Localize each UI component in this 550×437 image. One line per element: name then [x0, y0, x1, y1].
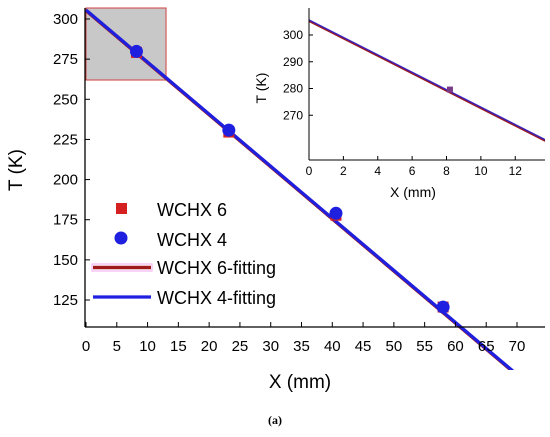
- x-tick-label: 70: [509, 338, 526, 355]
- inset-x-tick-label: 0: [306, 164, 313, 178]
- x-tick-label: 65: [478, 338, 495, 355]
- legend-marker-wchx6: [116, 203, 127, 214]
- inset-x-tick-label: 10: [474, 164, 488, 178]
- wchx4-point: [129, 44, 143, 58]
- wchx4-point: [329, 206, 343, 220]
- legend-label-wchx6: WCHX 6: [157, 200, 227, 220]
- wchx4-point: [222, 123, 236, 137]
- inset-y-tick-label: 280: [283, 82, 303, 96]
- legend-label-wchx6-fitting: WCHX 6-fitting: [157, 258, 276, 278]
- legend-label-wchx4-fitting: WCHX 4-fitting: [157, 288, 276, 308]
- x-tick-label: 10: [139, 338, 156, 355]
- y-tick-label: 150: [53, 252, 78, 269]
- y-tick-label: 175: [53, 212, 78, 229]
- wchx4-point: [436, 300, 450, 314]
- legend-line-wchx6-fitting-outline: [91, 263, 153, 272]
- inset-plot: 0 2 4 6 8 10 12 270 280 290 300 X (mm) T (K): [253, 8, 545, 200]
- main-plot: 0 5 10 15 20 25 30 35 40 45 50 55 60 65 70125150175200…: [6, 7, 545, 393]
- x-tick-label: 0: [82, 338, 90, 355]
- y-tick-label: 250: [53, 91, 78, 108]
- x-tick-label: 40: [324, 338, 341, 355]
- x-tick-label: 5: [113, 338, 121, 355]
- inset-x-tick-label: 12: [509, 164, 523, 178]
- fit-line-wchx4: [85, 8, 515, 370]
- inset-x-tick-label: 4: [374, 164, 381, 178]
- x-tick-label: 30: [262, 338, 279, 355]
- inset-y-axis-label: T (K): [253, 73, 269, 104]
- x-tick-label: 20: [201, 338, 218, 355]
- y-tick-label: 300: [53, 11, 78, 28]
- x-tick-label: 50: [386, 338, 403, 355]
- inset-x-tick-label: 8: [443, 164, 450, 178]
- x-tick-label: 25: [232, 338, 249, 355]
- y-tick-label: 125: [53, 292, 78, 309]
- x-axis-label: X (mm): [269, 372, 331, 393]
- inset-y-tick-label: 290: [283, 55, 303, 69]
- legend-label-wchx4: WCHX 4: [157, 230, 227, 250]
- inset-y-tick-label: 270: [283, 108, 303, 122]
- inset-point: [446, 86, 453, 93]
- inset-y-tick-label: 300: [283, 28, 303, 42]
- inset-x-tick-label: 6: [409, 164, 416, 178]
- x-tick-label: 15: [170, 338, 187, 355]
- inset-x-axis-label: X (mm): [390, 184, 436, 200]
- inset-background: [309, 8, 545, 160]
- x-tick-label: 35: [293, 338, 310, 355]
- inset-x-tick-label: 2: [340, 164, 347, 178]
- legend-marker-wchx4: [114, 231, 128, 245]
- y-tick-label: 275: [53, 51, 78, 68]
- x-tick-label: 45: [355, 338, 372, 355]
- y-axis-label: T (K): [6, 149, 27, 191]
- y-tick-label: 200: [53, 172, 78, 189]
- y-tick-label: 225: [53, 131, 78, 148]
- x-tick-label: 55: [416, 338, 433, 355]
- figure-caption: (a): [268, 413, 282, 427]
- x-tick-label: 60: [447, 338, 464, 355]
- inset-fit-line-wchx4: [309, 19, 545, 141]
- legend: WCHX 6 WCHX 4 WCHX 6-fitting WCHX 4-fitt…: [91, 200, 276, 308]
